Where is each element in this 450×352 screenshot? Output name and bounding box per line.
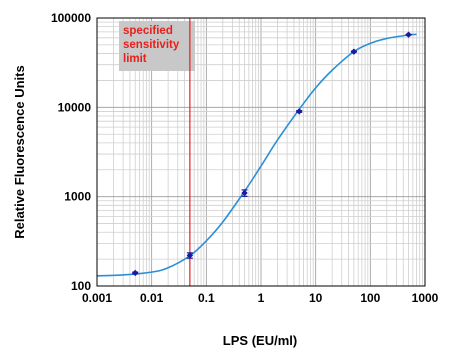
x-tick-label: 0.01 [140,291,164,305]
y-tick-label: 100000 [51,11,91,25]
x-tick-label: 10 [309,291,323,305]
annotation-text-line-1: specified [123,25,173,37]
data-point [132,269,139,277]
y-tick-label: 1000 [64,190,91,204]
data-point [296,108,303,115]
x-tick-label: 0.1 [198,291,215,305]
annotation-box [119,21,195,71]
annotation-text-line-3: limit [123,53,147,65]
data-point [186,252,194,259]
x-axis-title: LPS (EU/ml) [223,333,297,348]
y-tick-label: 10000 [58,100,92,114]
data-point [350,48,358,55]
tick-labels: 0.001 0.01 0.1 1 10 100 1000 100 1000 10000 100000 [51,11,439,305]
fit-curve [96,33,417,277]
x-tick-label: 100 [360,291,380,305]
x-tick-label: 1 [258,291,265,305]
x-tick-label: 0.001 [82,291,112,305]
y-axis-title: Relative Fluorescence Units [12,65,27,238]
data-points [132,31,412,277]
data-point [241,189,248,197]
x-tick-label: 1000 [412,291,439,305]
y-tick-label: 100 [71,279,91,293]
plot-frame [96,17,426,287]
annotation-text-line-2: sensitivity [123,39,180,51]
data-point [405,31,412,38]
